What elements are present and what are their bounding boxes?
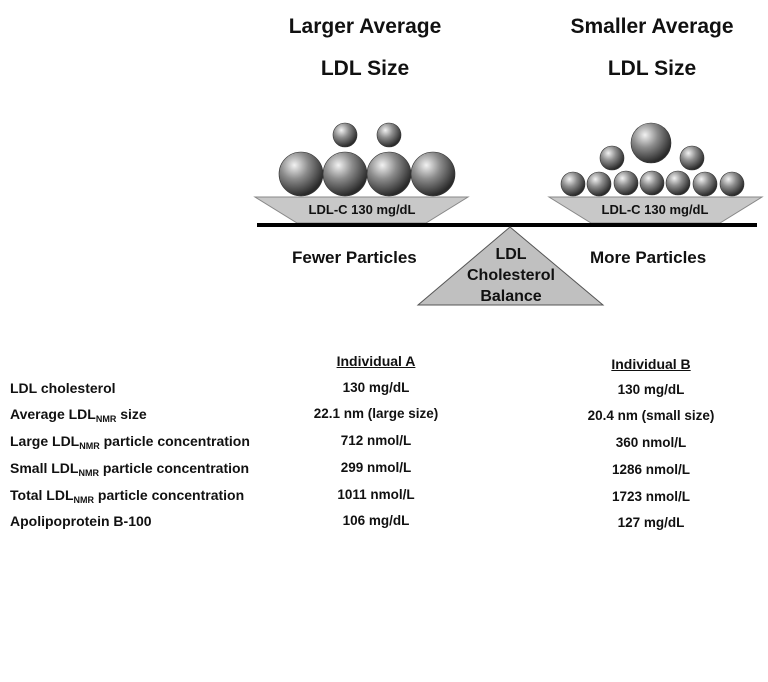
cell-a-average-size: 22.1 nm (large size) (313, 406, 439, 421)
fulcrum-line2: Cholesterol (466, 267, 555, 284)
right-title-line2: LDL Size (607, 57, 697, 80)
large-particle (410, 151, 456, 197)
cell-b-average-size: 20.4 nm (small size) (587, 408, 715, 423)
left-title: Larger Average LDL Size (255, 6, 475, 90)
cell-a-large-ldl: 712 nmol/L (340, 433, 412, 448)
cell-b-large-ldl: 360 nmol/L (615, 435, 687, 450)
large-particle (376, 122, 402, 148)
small-particle (719, 171, 745, 197)
cell-b-apob: 127 mg/dL (617, 515, 685, 530)
cell-b-small-ldl: 1286 nmol/L (611, 462, 691, 477)
left-title-line1: Larger Average (288, 15, 442, 38)
right-caption: More Particles (590, 248, 707, 267)
large-particle (322, 151, 368, 197)
large-particle (278, 151, 324, 197)
cell-a-total-ldl: 1011 nmol/L (337, 487, 415, 502)
row-label-apob: Apolipoprotein B-100 (10, 513, 152, 529)
row-label-small-ldl: Small LDLNMR particle concentration (10, 460, 250, 478)
small-particle (586, 171, 612, 197)
fulcrum-label: LDL Cholesterol Balance (441, 244, 581, 307)
small-particle (560, 171, 586, 197)
left-particles (278, 122, 456, 197)
cell-a-ldl-cholesterol: 130 mg/dL (342, 380, 410, 395)
right-particles (560, 122, 745, 197)
left-tray-label: LDL-C 130 mg/dL (308, 202, 416, 217)
cell-b-total-ldl: 1723 nmol/L (611, 489, 691, 504)
large-particle (332, 122, 358, 148)
left-caption: Fewer Particles (292, 248, 417, 267)
fulcrum (416, 226, 605, 306)
col-b-header: Individual B (611, 356, 691, 372)
cell-a-apob: 106 mg/dL (342, 513, 410, 528)
small-particle (613, 170, 639, 196)
cell-a-small-ldl: 299 nmol/L (340, 460, 412, 475)
large-particle (366, 151, 412, 197)
small-particle (639, 170, 665, 196)
fulcrum-line1: LDL (495, 246, 527, 263)
left-title-line2: LDL Size (320, 57, 410, 80)
balance-diagram (253, 122, 764, 306)
row-label-large-ldl: Large LDLNMR particle concentration (10, 433, 250, 451)
small-particle (599, 145, 625, 171)
right-title-line1: Smaller Average (570, 15, 734, 38)
col-a-header: Individual A (336, 353, 416, 369)
small-particle (692, 171, 718, 197)
small-particle (665, 170, 691, 196)
balance-beam (257, 223, 757, 227)
small-particle (679, 145, 705, 171)
fulcrum-line3: Balance (480, 288, 542, 305)
right-title: Smaller Average LDL Size (542, 6, 762, 90)
row-label-total-ldl: Total LDLNMR particle concentration (10, 487, 245, 505)
small-particle (630, 122, 672, 164)
row-label-ldl-cholesterol: LDL cholesterol (10, 380, 116, 396)
right-tray-label: LDL-C 130 mg/dL (601, 202, 709, 217)
cell-b-ldl-cholesterol: 130 mg/dL (617, 382, 685, 397)
row-label-average-size: Average LDLNMR size (10, 406, 147, 424)
